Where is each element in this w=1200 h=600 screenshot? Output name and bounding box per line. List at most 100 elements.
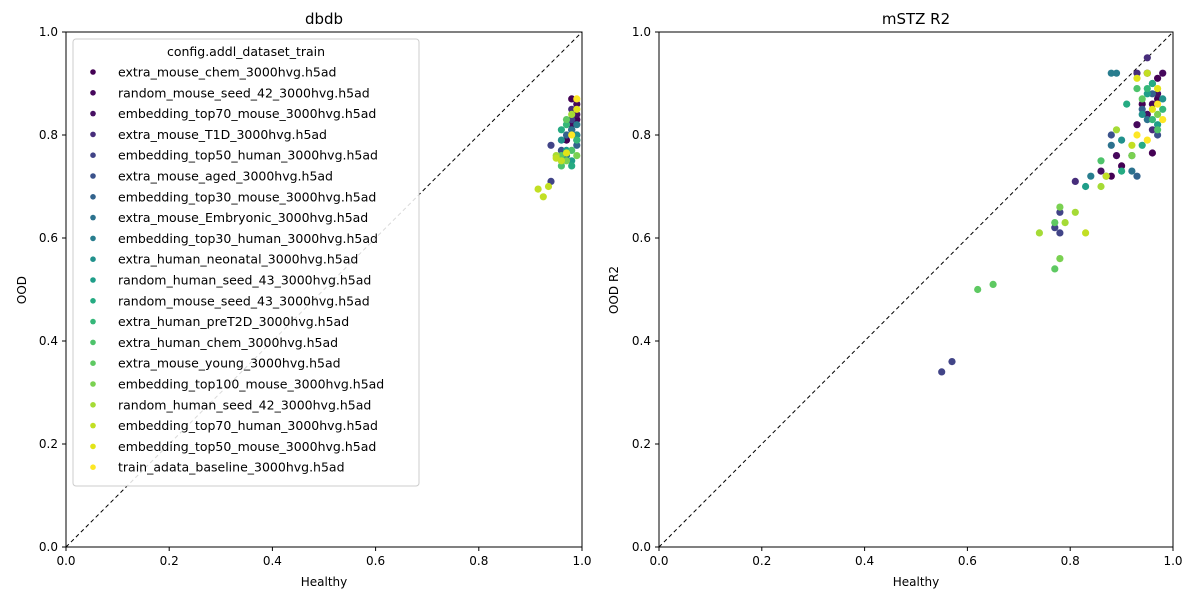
data-point (1143, 54, 1151, 62)
data-point (573, 95, 581, 103)
data-point (1138, 100, 1146, 108)
legend-label: extra_human_chem_3000hvg.h5ad (118, 335, 338, 350)
data-point (1154, 95, 1162, 103)
legend-marker (90, 152, 96, 158)
legend-label: extra_human_preT2D_3000hvg.h5ad (118, 314, 349, 329)
data-point (568, 95, 576, 103)
data-point (1128, 141, 1136, 149)
legend-items: extra_mouse_chem_3000hvg.h5ad random_mous… (90, 65, 384, 475)
legend-marker (90, 69, 96, 75)
legend-label: extra_mouse_T1D_3000hvg.h5ad (118, 127, 327, 142)
data-point (1159, 69, 1167, 77)
legend-item: extra_mouse_T1D_3000hvg.h5ad (90, 127, 327, 142)
x-tick-label: 0.6 (958, 554, 977, 568)
data-point (1071, 177, 1079, 185)
legend-item: extra_human_neonatal_3000hvg.h5ad (90, 252, 358, 267)
data-point (1148, 126, 1156, 134)
data-point (1107, 141, 1115, 149)
chart-panel-dbdb: dbdb 0.0 0.2 0.4 0.6 0.8 1.0 0.0 0.2 0.4 0.6 0.8 1… (15, 10, 592, 589)
data-point (1143, 90, 1151, 98)
data-point (573, 136, 581, 144)
data-point (557, 136, 566, 144)
x-tick-label: 0.8 (469, 554, 488, 568)
legend-marker (90, 339, 96, 346)
legend-marker (90, 422, 96, 429)
data-point (1159, 105, 1167, 113)
data-point (573, 131, 581, 139)
y-tick-label: 0.8 (39, 128, 58, 142)
data-point (1128, 167, 1136, 175)
legend-marker (90, 235, 96, 242)
legend-item: random_human_seed_43_3000hvg.h5ad (90, 273, 371, 288)
y-tick-label: 0.4 (632, 334, 651, 348)
data-point (573, 116, 581, 124)
data-point (1159, 116, 1167, 124)
chart-panel-mstz-r2: mSTZ R2 0.0 0.2 0.4 0.6 0.8 1.0 0.00.20.40.60… (607, 10, 1183, 589)
data-point (573, 121, 581, 129)
data-point (1056, 229, 1064, 237)
data-point (1148, 90, 1156, 98)
data-point (573, 110, 581, 118)
chart-title: dbdb (305, 10, 343, 28)
data-point (1112, 126, 1121, 134)
axes-frame (65, 31, 583, 548)
legend-item: embedding_top50_human_3000hvg.h5ad (90, 148, 378, 163)
legend-label: random_mouse_seed_43_3000hvg.h5ad (118, 293, 370, 308)
data-point (1118, 167, 1126, 175)
legend-label: random_mouse_seed_42_3000hvg.h5ad (118, 85, 370, 100)
data-point (568, 110, 576, 118)
data-point (1133, 69, 1141, 77)
legend-label: extra_mouse_Embryonic_3000hvg.h5ad (118, 210, 368, 225)
data-point (568, 121, 576, 129)
data-point (557, 162, 566, 170)
data-point (1056, 255, 1064, 263)
legend-item: embedding_top50_mouse_3000hvg.h5ad (90, 439, 376, 454)
scatter-points (938, 54, 1167, 376)
legend-marker (90, 173, 96, 179)
data-point (938, 368, 946, 376)
data-point (948, 358, 956, 366)
data-point (974, 285, 982, 294)
axes-frame (658, 31, 1174, 548)
legend-marker (90, 194, 96, 200)
data-point (1154, 110, 1162, 118)
legend-marker (90, 464, 96, 471)
data-point (1133, 172, 1141, 180)
legend-label: random_human_seed_43_3000hvg.h5ad (118, 273, 371, 288)
data-point (1056, 208, 1064, 216)
legend-label: embedding_top100_mouse_3000hvg.h5ad (118, 377, 384, 392)
data-point (1138, 141, 1146, 149)
data-point (562, 121, 571, 129)
x-axis-label: Healthy (301, 575, 348, 589)
data-point (1118, 162, 1126, 170)
data-point (1107, 131, 1115, 139)
data-point (568, 116, 576, 124)
data-point (1138, 110, 1146, 118)
data-point (1143, 85, 1151, 93)
x-tick-label: 0.4 (263, 554, 282, 568)
data-point (1148, 149, 1156, 157)
data-point (1148, 100, 1156, 108)
legend-label: random_human_seed_42_3000hvg.h5ad (118, 397, 371, 412)
data-point (1087, 172, 1095, 180)
data-point (1123, 100, 1131, 108)
data-point (1112, 152, 1121, 160)
data-point (539, 193, 547, 201)
data-point (568, 126, 576, 134)
legend-label: extra_mouse_aged_3000hvg.h5ad (118, 169, 333, 184)
data-point (568, 162, 576, 170)
data-point (562, 157, 571, 165)
legend-item: extra_human_preT2D_3000hvg.h5ad (90, 314, 349, 329)
x-tick-label: 0.8 (1061, 554, 1080, 568)
data-point (1133, 74, 1141, 82)
data-point (1082, 182, 1090, 191)
legend-marker (90, 256, 96, 263)
legend-item: random_mouse_seed_42_3000hvg.h5ad (90, 85, 370, 100)
y-tick-label: 0.2 (39, 437, 58, 451)
data-point (544, 182, 553, 191)
legend-label: embedding_top50_mouse_3000hvg.h5ad (118, 439, 376, 454)
data-point (1154, 121, 1162, 129)
data-point (1138, 95, 1146, 103)
y-tick-label: 0.4 (39, 334, 58, 348)
